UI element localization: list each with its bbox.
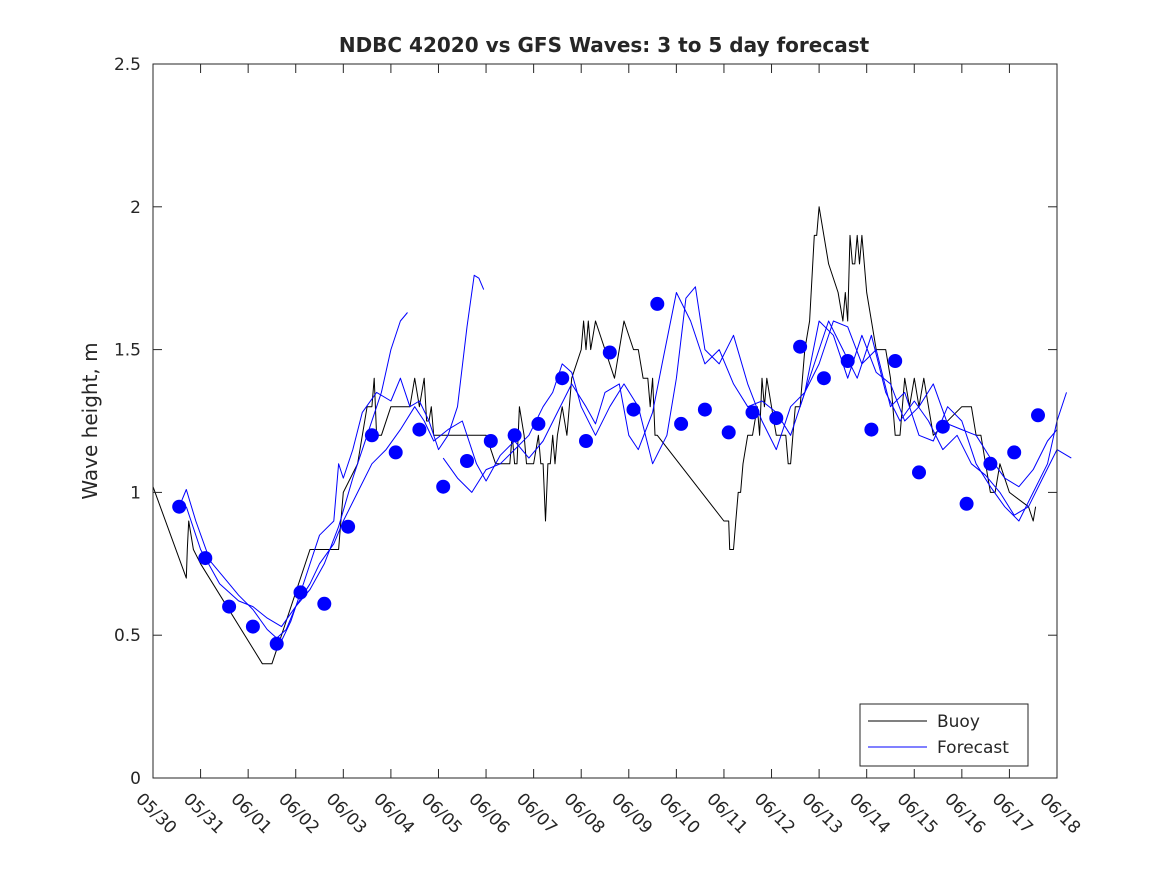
forecast-marker — [769, 411, 784, 426]
forecast-marker — [555, 371, 570, 386]
legend: Buoy Forecast — [859, 703, 1029, 767]
legend-label-buoy: Buoy — [937, 712, 980, 732]
series-line-forecast — [799, 320, 1072, 516]
forecast-marker — [626, 402, 641, 417]
forecast-marker — [172, 499, 187, 514]
forecast-marker — [245, 619, 260, 634]
forecast-marker — [269, 636, 284, 651]
series-line-forecast — [281, 274, 485, 642]
forecast-marker — [412, 422, 427, 437]
series-line-forecast — [178, 292, 1058, 639]
series-line-forecast — [442, 286, 1067, 522]
forecast-marker — [388, 445, 403, 460]
forecast-marker — [531, 416, 546, 431]
forecast-marker — [650, 296, 665, 311]
forecast-marker — [1031, 408, 1045, 423]
forecast-marker — [341, 519, 356, 534]
chart-title: NDBC 42020 vs GFS Waves: 3 to 5 day fore… — [339, 33, 870, 57]
series-layer — [152, 206, 1072, 665]
forecast-marker — [198, 551, 213, 566]
forecast-marker — [888, 354, 903, 368]
series-line-forecast — [185, 312, 408, 628]
plot-area — [153, 64, 1057, 778]
y-tick-label: 2.5 — [114, 55, 141, 75]
forecast-marker — [959, 496, 974, 511]
forecast-marker — [222, 599, 237, 614]
forecast-marker — [579, 434, 593, 448]
y-tick-label: 1.5 — [114, 341, 141, 361]
legend-box — [859, 703, 1029, 767]
marker-layer — [172, 296, 1045, 651]
forecast-marker — [935, 419, 950, 434]
forecast-marker — [483, 434, 498, 448]
forecast-marker — [293, 585, 308, 600]
legend-label-forecast: Forecast — [937, 738, 1009, 758]
series-line-buoy — [152, 206, 1037, 665]
forecast-marker — [816, 371, 831, 386]
forecast-marker — [983, 456, 998, 471]
y-tick-label: 2 — [130, 198, 141, 218]
forecast-marker — [912, 465, 926, 480]
forecast-marker — [721, 425, 736, 440]
forecast-marker — [507, 428, 522, 443]
forecast-marker — [436, 479, 451, 494]
y-tick-label: 0.5 — [114, 626, 141, 646]
forecast-marker — [745, 405, 760, 420]
forecast-marker — [602, 345, 617, 360]
forecast-marker — [364, 428, 379, 443]
y-axis-label: Wave height, m — [78, 342, 102, 499]
axes-box — [152, 63, 1058, 779]
forecast-marker — [793, 339, 808, 354]
forecast-marker — [460, 454, 474, 468]
forecast-marker — [674, 416, 689, 431]
forecast-marker — [697, 402, 712, 417]
y-tick-label: 1 — [130, 483, 141, 503]
forecast-marker — [864, 422, 879, 437]
forecast-marker — [317, 596, 332, 611]
forecast-marker — [840, 354, 855, 368]
y-axis: 0 0.5 1 1.5 2 2.5 — [114, 55, 1057, 789]
forecast-marker — [1007, 445, 1022, 460]
y-tick-label: 0 — [130, 769, 141, 789]
